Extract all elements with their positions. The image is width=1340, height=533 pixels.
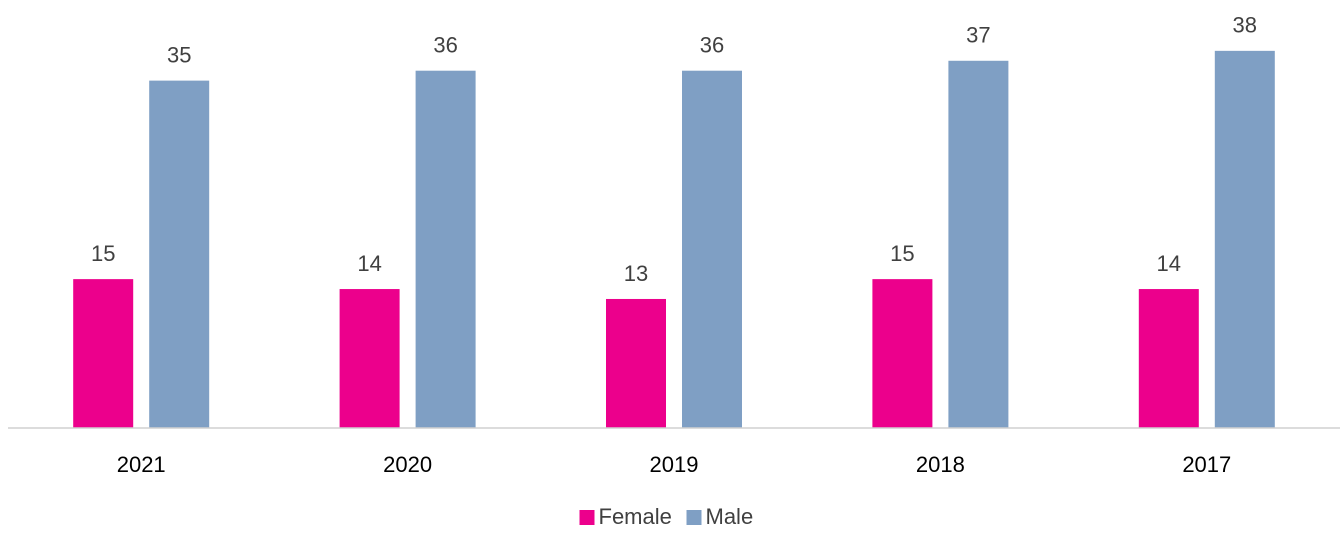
value-label: 15 — [91, 241, 115, 266]
value-label: 14 — [1157, 251, 1181, 276]
bar — [948, 60, 1009, 429]
bar — [606, 298, 666, 428]
bar — [73, 279, 134, 428]
bar — [339, 289, 400, 428]
legend-label: Female — [599, 504, 672, 529]
legend-label: Male — [706, 504, 754, 529]
value-label: 15 — [890, 241, 914, 266]
legend-swatch — [686, 510, 702, 525]
value-label: 38 — [1233, 13, 1257, 38]
value-label: 35 — [167, 42, 191, 67]
value-label: 14 — [357, 251, 381, 276]
x-tick-label: 2017 — [1182, 452, 1231, 477]
value-label: 36 — [433, 33, 457, 58]
value-label: 37 — [966, 23, 990, 48]
legend-swatch — [579, 510, 595, 525]
x-tick-label: 2019 — [650, 452, 699, 477]
bar — [415, 70, 476, 428]
bar — [872, 279, 933, 428]
value-label: 36 — [700, 33, 724, 58]
value-label: 13 — [624, 261, 648, 286]
x-tick-label: 2020 — [383, 452, 432, 477]
bar — [149, 80, 210, 428]
bar — [1214, 50, 1275, 428]
x-tick-label: 2021 — [117, 452, 166, 477]
x-tick-label: 2018 — [916, 452, 965, 477]
bar — [1138, 289, 1199, 428]
bar — [682, 70, 742, 428]
